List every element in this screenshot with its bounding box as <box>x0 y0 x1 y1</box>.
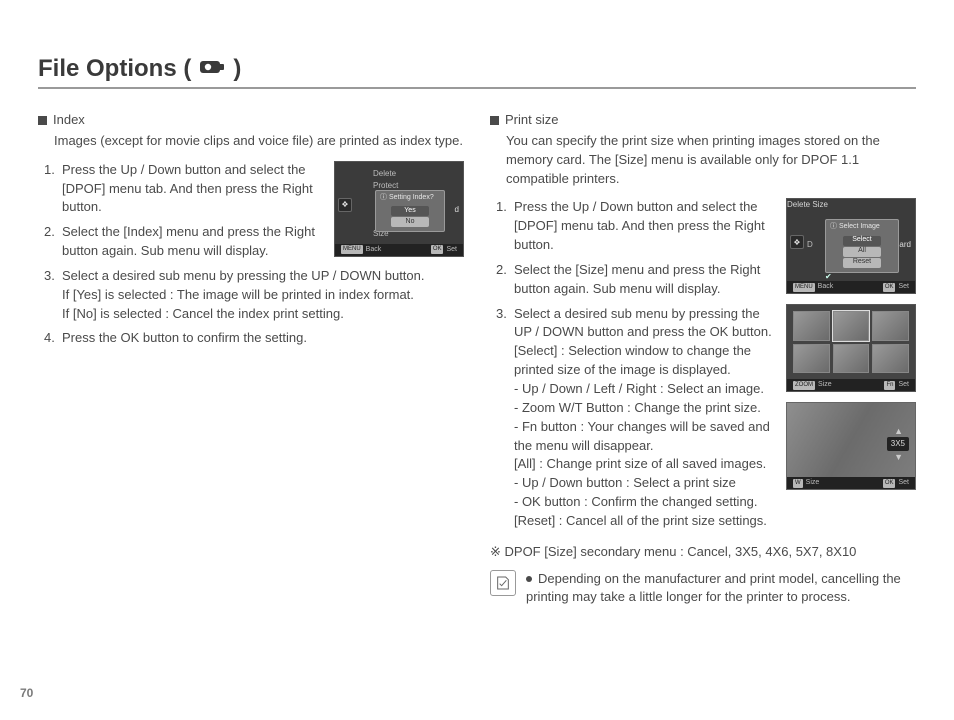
step-text: Select the [Size] menu and press the Rig… <box>514 261 776 299</box>
option-select: Select <box>843 236 881 246</box>
thumb <box>872 344 909 374</box>
thumb-selected <box>833 311 870 341</box>
menu-delete: Delete <box>787 200 810 209</box>
option-reset: Reset <box>843 258 881 268</box>
screenshot-stack: Delete ❖ D dard ⓘ Select Image Select Al… <box>786 198 916 490</box>
popup-title-text: Setting Index? <box>389 194 434 201</box>
back-label: Back <box>818 282 834 292</box>
thumb <box>793 311 830 341</box>
page-title: File Options ( <box>38 55 191 83</box>
page-number: 70 <box>20 686 33 700</box>
back-label: Back <box>366 245 382 255</box>
square-bullet-icon <box>490 116 499 125</box>
section-index-label: Index <box>53 112 85 127</box>
step-text: Select a desired sub menu by pressing th… <box>62 267 464 324</box>
printsize-step-3: 3. Select a desired sub menu by pressing… <box>496 305 776 531</box>
printsize-steps: Delete ❖ D dard ⓘ Select Image Select Al… <box>496 198 916 536</box>
printsize-step-2: 2. Select the [Size] menu and press the … <box>496 261 776 299</box>
statusbar: MENUBack OKSet <box>335 244 463 256</box>
manual-page: File Options ( ) Index Images (except fo… <box>0 0 954 720</box>
menu-delete: Delete <box>373 168 396 180</box>
title-row: File Options ( ) <box>38 55 916 89</box>
step-number: 1. <box>44 161 62 218</box>
thumb <box>872 311 909 341</box>
set-label: Set <box>898 380 909 390</box>
square-bullet-icon <box>38 116 47 125</box>
index-step-3: 3. Select a desired sub menu by pressing… <box>44 267 464 324</box>
set-key: OK <box>883 479 896 488</box>
size-badge: 3X5 <box>887 437 909 451</box>
statusbar: ZOOMSize FnSet <box>787 379 915 391</box>
set-key: OK <box>883 283 896 292</box>
statusbar: WSize OKSet <box>787 477 915 489</box>
popup-title: ⓘ Setting Index? <box>376 191 444 205</box>
thumb <box>833 344 870 374</box>
right-column: Print size You can specify the print siz… <box>490 111 916 607</box>
screenshot-single-preview: ▲ 3X5 ▼ WSize OKSet <box>786 402 916 490</box>
back-key: MENU <box>793 283 815 292</box>
set-label: Set <box>898 282 909 292</box>
index-step-2: 2. Select the [Index] menu and press the… <box>44 223 324 261</box>
chevron-down-icon: ▼ <box>894 451 903 464</box>
step-text: Select the [Index] menu and press the Ri… <box>62 223 324 261</box>
set-key: Fn <box>884 381 895 390</box>
section-index-desc: Images (except for movie clips and voice… <box>54 132 464 151</box>
file-options-icon <box>199 58 225 76</box>
popup-title-text: Select Image <box>839 223 880 230</box>
menu-size: Size <box>812 200 828 209</box>
index-step-4: 4. Press the OK button to confirm the se… <box>44 329 464 348</box>
section-printsize-desc: You can specify the print size when prin… <box>506 132 916 189</box>
step-number: 2. <box>496 261 514 299</box>
step-number: 3. <box>44 267 62 324</box>
step-number: 4. <box>44 329 62 348</box>
size-label: Size <box>818 380 832 390</box>
step-number: 1. <box>496 198 514 255</box>
set-label: Set <box>446 245 457 255</box>
left-column: Index Images (except for movie clips and… <box>38 111 464 607</box>
note-text: Depending on the manufacturer and print … <box>526 570 916 608</box>
size-key: W <box>793 479 803 488</box>
screenshot-index-menu: Delete Protect Size ❖ d ⓘ Setting Index?… <box>334 161 464 257</box>
section-index-head: Index <box>38 111 464 130</box>
camera-tab-icon: ❖ <box>338 198 352 212</box>
index-step-1: 1. Press the Up / Down button and select… <box>44 161 324 218</box>
step-number: 2. <box>44 223 62 261</box>
size-key: ZOOM <box>793 381 815 390</box>
step-text: Press the OK button to confirm the setti… <box>62 329 464 348</box>
screenshot-size-menu: Delete ❖ D dard ⓘ Select Image Select Al… <box>786 198 916 294</box>
screenshot-thumbnail-grid: ZOOMSize FnSet <box>786 304 916 392</box>
step-text: Select a desired sub menu by pressing th… <box>514 305 776 531</box>
option-no: No <box>391 217 429 227</box>
camera-tab-icon: ❖ <box>790 235 804 249</box>
set-key: OK <box>431 245 444 254</box>
option-all: All <box>843 247 881 257</box>
bullet-icon <box>526 576 532 582</box>
page-title-close: ) <box>233 55 241 83</box>
columns: Index Images (except for movie clips and… <box>38 111 916 607</box>
set-label: Set <box>898 478 909 488</box>
thumb <box>793 344 830 374</box>
section-printsize-head: Print size <box>490 111 916 130</box>
step-number: 3. <box>496 305 514 531</box>
left-d: D <box>807 239 813 251</box>
step-text: Press the Up / Down button and select th… <box>514 198 776 255</box>
right-hint: d <box>455 204 459 216</box>
index-steps: Delete Protect Size ❖ d ⓘ Setting Index?… <box>44 161 464 349</box>
statusbar: MENUBack OKSet <box>787 281 915 293</box>
section-printsize-label: Print size <box>505 112 558 127</box>
note-icon <box>490 570 516 596</box>
dpof-footnote: ※ DPOF [Size] secondary menu : Cancel, 3… <box>490 543 916 562</box>
note-box: Depending on the manufacturer and print … <box>490 570 916 608</box>
size-label: Size <box>806 478 820 488</box>
step-text: Press the Up / Down button and select th… <box>62 161 324 218</box>
popup-title: ⓘ Select Image <box>826 220 898 234</box>
note-body: Depending on the manufacturer and print … <box>526 571 901 605</box>
back-key: MENU <box>341 245 363 254</box>
option-yes: Yes <box>391 206 429 216</box>
printsize-step-1: 1. Press the Up / Down button and select… <box>496 198 776 255</box>
thumbnail-grid <box>793 311 909 373</box>
